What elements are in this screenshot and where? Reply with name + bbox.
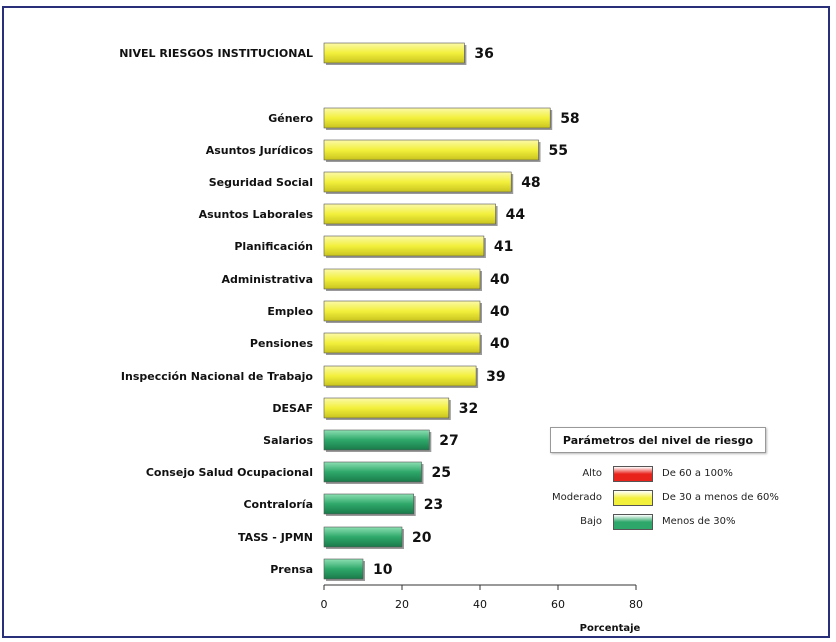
legend-level-label: Alto bbox=[582, 468, 602, 479]
bar bbox=[323, 397, 450, 419]
legend-title: Parámetros del nivel de riesgo bbox=[550, 427, 766, 453]
bar bbox=[323, 203, 496, 225]
bars-group: NIVEL RIESGOS INSTITUCIONAL 36 Género 58 Asu… bbox=[119, 42, 580, 581]
bar-value-label: 40 bbox=[490, 272, 510, 288]
bar-value-label: 23 bbox=[424, 497, 443, 513]
bar bbox=[323, 365, 477, 387]
category-label: Inspección Nacional de Trabajo bbox=[121, 370, 314, 383]
category-label: Contraloría bbox=[243, 498, 313, 511]
bar-value-label: 44 bbox=[506, 207, 526, 223]
category-label: Pensiones bbox=[250, 337, 314, 350]
bar-value-label: 41 bbox=[494, 239, 513, 255]
legend-range-label: De 60 a 100% bbox=[662, 468, 733, 479]
legend-swatch bbox=[613, 514, 653, 530]
bar bbox=[323, 526, 403, 548]
bar bbox=[323, 171, 512, 193]
category-label: Consejo Salud Ocupacional bbox=[146, 466, 313, 479]
bar bbox=[323, 139, 539, 161]
category-label: DESAF bbox=[272, 402, 313, 415]
legend-swatch bbox=[613, 490, 653, 506]
bar-value-label: 20 bbox=[412, 530, 432, 546]
x-tick-label: 80 bbox=[629, 598, 643, 611]
x-axis-label: Porcentaje bbox=[580, 623, 641, 634]
category-label: Asuntos Jurídicos bbox=[206, 144, 314, 157]
bar bbox=[323, 558, 364, 580]
bar bbox=[323, 107, 551, 129]
bar-value-label: 27 bbox=[439, 433, 458, 449]
bar bbox=[323, 461, 422, 483]
category-label: Género bbox=[268, 112, 313, 125]
category-label: Seguridad Social bbox=[209, 176, 313, 189]
category-label: Empleo bbox=[267, 305, 313, 318]
category-label: TASS - JPMN bbox=[238, 531, 313, 544]
x-tick-label: 0 bbox=[321, 598, 328, 611]
bar-value-label: 39 bbox=[486, 369, 505, 385]
x-tick-label: 60 bbox=[551, 598, 565, 611]
bar-value-label: 40 bbox=[490, 336, 510, 352]
legend-level-label: Moderado bbox=[552, 492, 602, 503]
bar-value-label: 25 bbox=[432, 465, 451, 481]
x-tick-label: 20 bbox=[395, 598, 409, 611]
category-label: NIVEL RIESGOS INSTITUCIONAL bbox=[119, 47, 313, 60]
bar-value-label: 32 bbox=[459, 401, 478, 417]
legend-range-label: Menos de 30% bbox=[662, 516, 736, 527]
legend-level-label: Bajo bbox=[580, 516, 602, 527]
bar bbox=[323, 300, 481, 322]
category-label: Asuntos Laborales bbox=[199, 208, 314, 221]
bar bbox=[323, 429, 430, 451]
bar bbox=[323, 235, 485, 257]
bar-value-label: 40 bbox=[490, 304, 510, 320]
bar bbox=[323, 268, 481, 290]
bar-value-label: 48 bbox=[521, 175, 540, 191]
category-label: Planificación bbox=[234, 240, 313, 253]
legend-swatch bbox=[613, 466, 653, 482]
bar-value-label: 55 bbox=[549, 143, 568, 159]
x-axis: 0 20 40 60 80 bbox=[321, 584, 643, 611]
bar bbox=[323, 332, 481, 354]
bar-value-label: 10 bbox=[373, 562, 393, 578]
bar-value-label: 36 bbox=[474, 46, 493, 62]
bar bbox=[323, 493, 414, 515]
bar-value-label: 58 bbox=[560, 111, 579, 127]
legend-range-label: De 30 a menos de 60% bbox=[662, 492, 779, 503]
category-label: Administrativa bbox=[222, 273, 314, 286]
category-label: Prensa bbox=[270, 563, 313, 576]
category-label: Salarios bbox=[263, 434, 313, 447]
bar bbox=[323, 42, 465, 64]
x-tick-label: 40 bbox=[473, 598, 487, 611]
